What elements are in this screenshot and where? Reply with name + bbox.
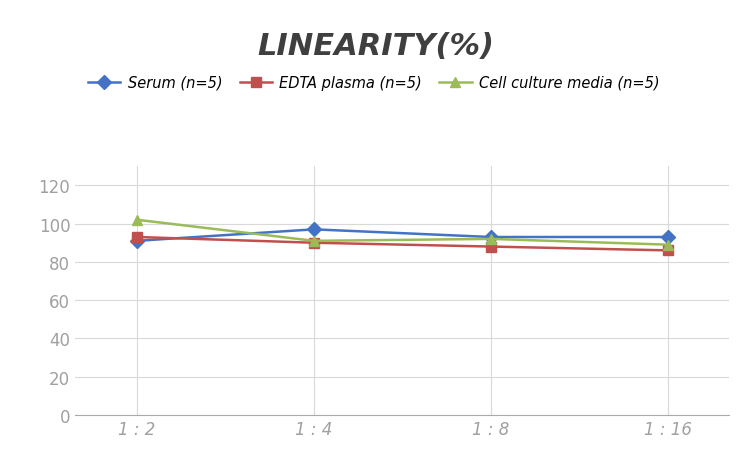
Cell culture media (n=5) (487, 237, 496, 242)
Line: Serum (n=5): Serum (n=5) (132, 225, 672, 246)
Legend: Serum (n=5), EDTA plasma (n=5), Cell culture media (n=5): Serum (n=5), EDTA plasma (n=5), Cell cul… (83, 70, 666, 97)
Serum (n=5) (309, 227, 318, 233)
EDTA plasma (n=5) (132, 235, 141, 240)
Cell culture media (n=5) (309, 239, 318, 244)
Serum (n=5) (132, 239, 141, 244)
Cell culture media (n=5) (132, 217, 141, 223)
EDTA plasma (n=5) (309, 240, 318, 246)
Serum (n=5) (487, 235, 496, 240)
EDTA plasma (n=5) (487, 244, 496, 250)
EDTA plasma (n=5) (663, 248, 672, 253)
Serum (n=5) (663, 235, 672, 240)
Cell culture media (n=5) (663, 242, 672, 248)
Line: EDTA plasma (n=5): EDTA plasma (n=5) (132, 233, 672, 256)
Line: Cell culture media (n=5): Cell culture media (n=5) (132, 216, 672, 250)
Text: LINEARITY(%): LINEARITY(%) (257, 32, 495, 60)
